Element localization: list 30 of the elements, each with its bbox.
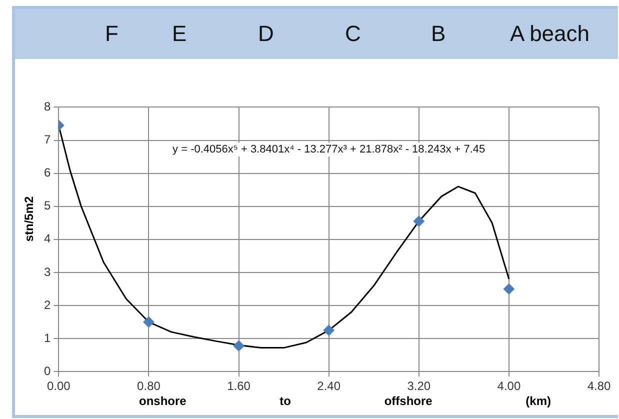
y-tick-label: 6 [44,166,51,180]
y-axis-title: stn/5m2 [22,196,36,242]
text: C [345,21,361,47]
text: F [105,21,118,47]
annotation: y = -0.4056x⁵ + 3.8401x⁴ - 13.277x³ + 21.878x² - 18.243x + 7.45 [172,144,486,156]
y-tick-label: 5 [44,198,51,213]
x-tick-label: 0.00 [46,379,71,394]
y-tick-label: 1 [44,330,51,345]
y-tick-label: 3 [44,264,51,279]
y-tick-label: 8 [44,100,51,114]
x-tick-label: 3.20 [407,379,431,394]
y-tick-label: 4 [44,232,51,246]
y-tick-label: 7 [44,132,51,147]
y-tick-label: 2 [44,298,51,312]
x-tick-label: 4.00 [497,379,521,394]
text: E [172,21,187,47]
x-tick-label: 0.80 [137,379,161,394]
point [323,324,334,336]
text: D [258,21,274,47]
point [413,216,424,227]
x-axis-title: onshore to offshore (km) [138,394,552,408]
text: A beach [510,21,590,47]
point [233,340,244,352]
point [503,283,514,294]
text: B [431,21,446,47]
x-tick-label: 4.80 [587,379,611,394]
y-tick-label: 0 [44,364,51,378]
x-tick-label: 2.40 [317,379,341,394]
point [143,316,154,328]
x-tick-label: 1.60 [227,379,251,394]
